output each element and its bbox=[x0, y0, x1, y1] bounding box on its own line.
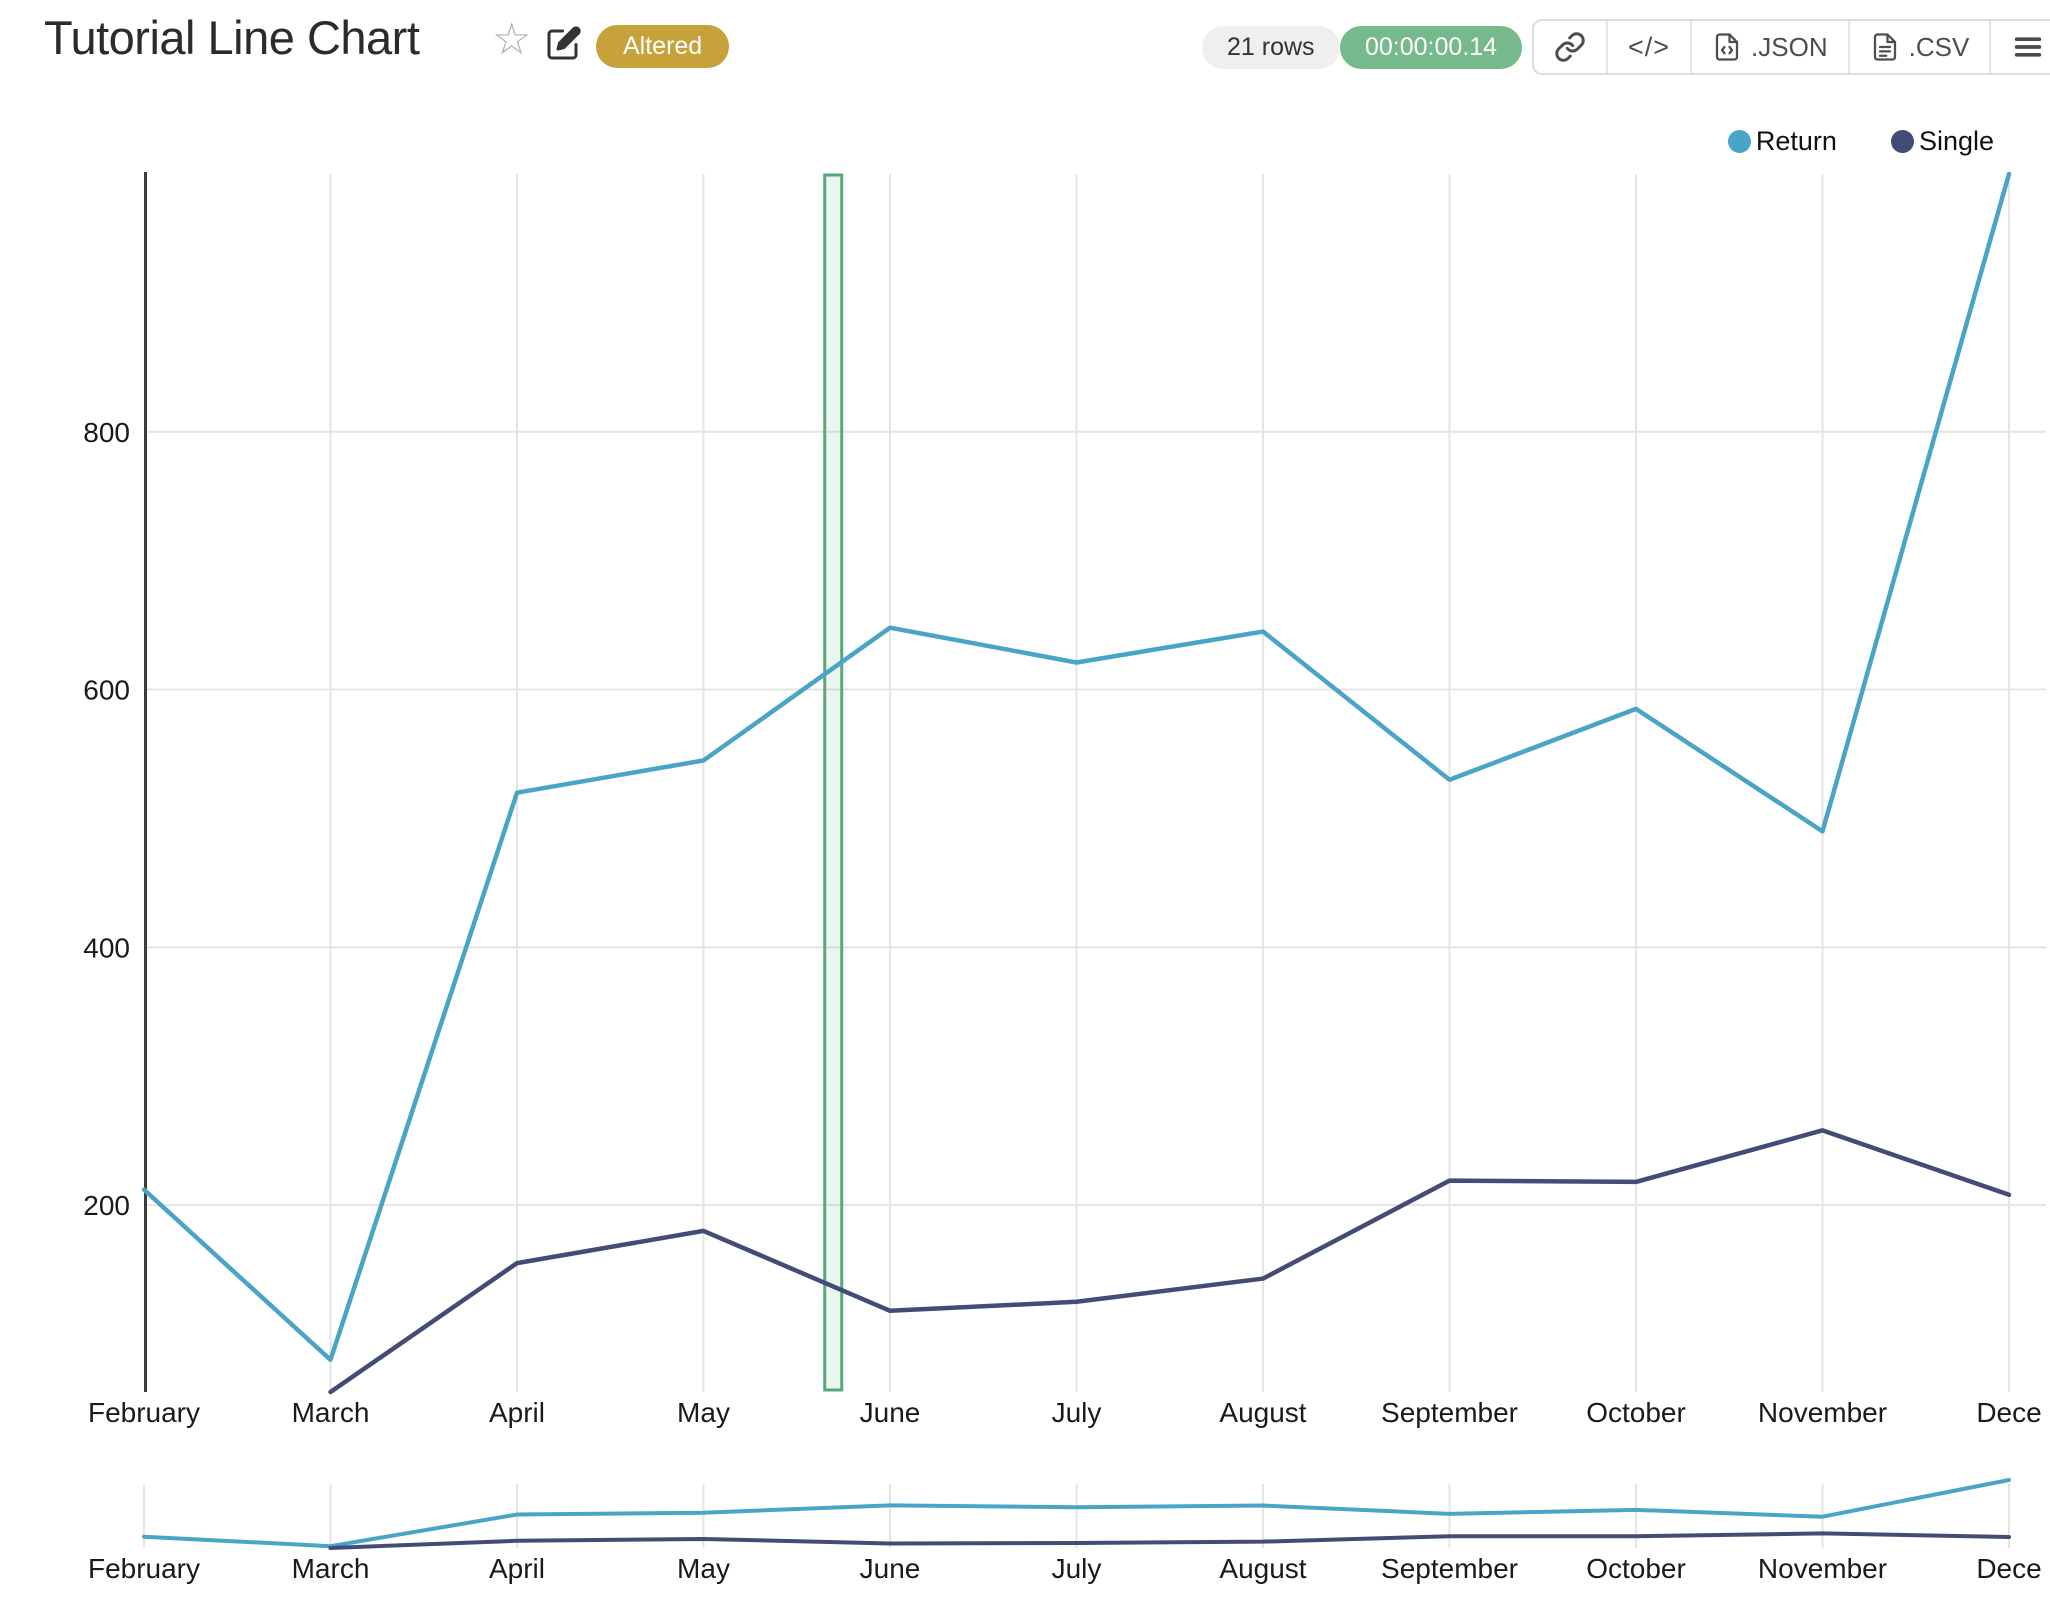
x-axis-tick-label: September bbox=[1381, 1397, 1518, 1428]
y-axis-tick-label: 800 bbox=[83, 417, 130, 448]
favorite-star-icon[interactable]: ☆ bbox=[492, 15, 532, 64]
view-code-button[interactable]: </> bbox=[1606, 21, 1690, 73]
series-single-line[interactable] bbox=[328, 1128, 2012, 1395]
link-icon bbox=[1555, 32, 1585, 62]
chart-legend: Return Single bbox=[1727, 126, 1994, 157]
navigator-tick-label: August bbox=[1219, 1553, 1306, 1584]
navigator-series-single-line[interactable] bbox=[328, 1531, 2011, 1550]
share-link-button[interactable] bbox=[1534, 21, 1606, 73]
x-axis-tick-label: June bbox=[860, 1397, 921, 1428]
legend-dot bbox=[1727, 130, 1751, 153]
y-axis-tick-label: 600 bbox=[83, 675, 130, 706]
legend-label: Single bbox=[1918, 126, 1994, 156]
navigator-series-return-line[interactable] bbox=[142, 1478, 2011, 1549]
file-lines-icon bbox=[1873, 33, 1896, 61]
x-axis-tick-label: May bbox=[677, 1397, 730, 1428]
x-axis-tick-label: August bbox=[1219, 1397, 1306, 1428]
query-timer-badge: 00:00:00.14 bbox=[1340, 26, 1523, 69]
export-csv-button[interactable]: .CSV bbox=[1847, 21, 1990, 73]
export-json-button[interactable]: .JSON bbox=[1690, 21, 1848, 73]
export-json-label: .JSON bbox=[1751, 31, 1828, 62]
status-badge: Altered bbox=[596, 25, 730, 68]
x-axis-tick-label: July bbox=[1052, 1397, 1102, 1428]
navigator-tick-label: June bbox=[860, 1553, 921, 1584]
code-icon: </> bbox=[1628, 31, 1671, 62]
navigator-tick-label: February bbox=[88, 1553, 200, 1584]
x-axis-tick-label: April bbox=[489, 1397, 545, 1428]
legend-label: Return bbox=[1755, 126, 1837, 156]
navigator-tick-label: May bbox=[677, 1553, 730, 1584]
export-csv-label: .CSV bbox=[1908, 31, 1970, 62]
file-code-icon bbox=[1715, 33, 1739, 61]
navigator-tick-label: November bbox=[1758, 1553, 1887, 1584]
menu-button[interactable] bbox=[1989, 21, 2050, 73]
x-axis-tick-label: October bbox=[1586, 1397, 1686, 1428]
highlight-band[interactable] bbox=[823, 173, 844, 1392]
page-title: Tutorial Line Chart bbox=[44, 11, 420, 64]
x-axis-tick-label: Dece bbox=[1976, 1397, 2041, 1428]
legend-item-return[interactable]: Return bbox=[1727, 126, 1837, 157]
navigator-tick-label: Dece bbox=[1976, 1553, 2041, 1584]
edit-icon[interactable] bbox=[546, 25, 582, 61]
x-axis-tick-label: November bbox=[1758, 1397, 1887, 1428]
navigator-tick-label: October bbox=[1586, 1553, 1686, 1584]
legend-dot bbox=[1890, 130, 1914, 153]
y-axis-tick-label: 200 bbox=[83, 1190, 130, 1221]
navigator-tick-label: March bbox=[292, 1553, 370, 1584]
x-axis-tick-label: February bbox=[88, 1397, 200, 1428]
y-axis-tick-label: 400 bbox=[83, 932, 130, 963]
export-toolbar: </> .JSON .CSV bbox=[1532, 19, 2050, 75]
legend-item-single[interactable]: Single bbox=[1890, 126, 1994, 157]
row-count-badge: 21 rows bbox=[1202, 26, 1340, 69]
navigator-tick-label: September bbox=[1381, 1553, 1518, 1584]
series-return-line[interactable] bbox=[141, 171, 2012, 1363]
navigator-tick-label: April bbox=[489, 1553, 545, 1584]
x-axis-tick-label: March bbox=[292, 1397, 370, 1428]
hamburger-icon bbox=[2015, 37, 2042, 57]
navigator-tick-label: July bbox=[1052, 1553, 1102, 1584]
